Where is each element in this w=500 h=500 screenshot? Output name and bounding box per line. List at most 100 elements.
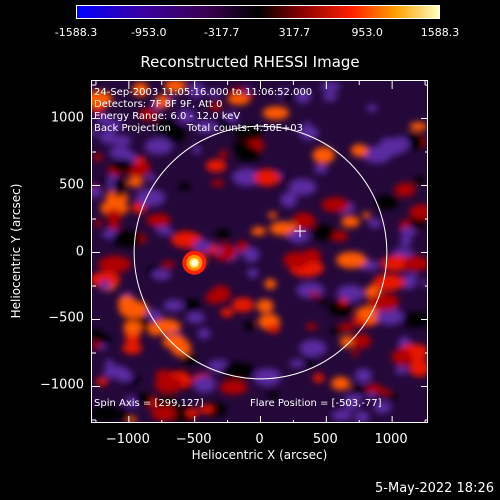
- heatmap-blob: [217, 118, 231, 130]
- heatmap-blob: [350, 385, 367, 397]
- x-tick-label: 500: [312, 432, 338, 447]
- heatmap-blob: [380, 255, 412, 272]
- heatmap-blob: [155, 369, 170, 381]
- heatmap-blob: [105, 209, 123, 221]
- heatmap-blob: [154, 120, 178, 137]
- heatmap-blob: [127, 176, 144, 188]
- heatmap-blob: [367, 392, 376, 400]
- bright-source-core: [191, 259, 198, 266]
- heatmap-blob: [267, 390, 279, 400]
- heatmap-blob: [298, 125, 319, 140]
- heatmap-blob: [110, 135, 132, 146]
- heatmap-blob: [266, 324, 280, 334]
- heatmap-blob: [193, 239, 212, 252]
- heatmap-blob: [155, 94, 170, 109]
- heatmap-blob: [198, 405, 214, 414]
- heatmap-blob: [379, 389, 391, 396]
- heatmap-blob: [351, 349, 359, 357]
- heatmap-blob: [362, 212, 371, 219]
- y-tick-label: 1000: [50, 110, 84, 126]
- heatmap-blob: [368, 218, 382, 229]
- heatmap-blob: [394, 366, 408, 375]
- heatmap-blob: [227, 94, 249, 106]
- heatmap-blob: [154, 395, 178, 409]
- heatmap-blob: [275, 106, 285, 116]
- heatmap-blob: [409, 122, 427, 131]
- heatmap-blob: [329, 327, 342, 334]
- heatmap-blob: [129, 328, 137, 335]
- colorbar-tick-label: 317.7: [278, 26, 311, 39]
- heatmap-blob: [289, 359, 305, 368]
- heatmap-blob: [322, 92, 338, 102]
- heatmap-blob: [164, 81, 184, 93]
- colorbar-tick-label: 1588.3: [420, 26, 460, 39]
- x-tick-label: 1000: [374, 432, 408, 447]
- heatmap-blob: [177, 109, 196, 124]
- axis-tick-marks: [92, 81, 427, 422]
- heatmap-blob: [135, 188, 166, 207]
- heatmap-blob: [311, 224, 335, 242]
- y-tick-label: −500: [48, 310, 84, 326]
- heatmap-blob: [354, 410, 370, 422]
- heatmap-blob: [262, 106, 290, 120]
- y-tick-label: 0: [75, 244, 84, 259]
- heatmap-blob: [154, 376, 184, 394]
- heatmap-blob: [112, 366, 129, 375]
- heatmap-blob: [104, 359, 114, 368]
- heatmap-blob: [365, 384, 383, 394]
- heatmap-blob: [93, 153, 103, 162]
- heatmap-blob: [146, 213, 171, 227]
- heatmap-blob: [218, 150, 228, 159]
- heatmap-blob: [318, 297, 329, 305]
- heatmap-blob: [376, 141, 405, 156]
- heatmap-blob: [391, 348, 412, 366]
- heatmap-blob: [151, 405, 176, 422]
- y-tick-label: 500: [59, 177, 84, 192]
- sun-center-marker: [293, 225, 306, 238]
- colorbar-tick-label: -953.0: [131, 26, 167, 39]
- heatmap-blob: [321, 197, 350, 213]
- heatmap-blob: [376, 307, 404, 325]
- colorbar-tick-label: -317.7: [203, 26, 240, 39]
- heatmap-blob: [312, 146, 335, 164]
- heatmap-blob: [186, 312, 206, 324]
- heatmap-blob: [156, 226, 173, 236]
- heatmap-blob: [341, 215, 360, 228]
- heatmap-blob: [253, 368, 282, 387]
- heatmap-blob: [413, 344, 427, 354]
- y-axis-label: Heliocentric Y (arcsec): [9, 183, 23, 319]
- footer-timestamp: 5-May-2022 18:26: [375, 481, 494, 496]
- heatmap-blob: [220, 307, 234, 318]
- heatmap-blob: [92, 405, 122, 422]
- heatmap-blob: [372, 273, 405, 291]
- heatmap-blob: [282, 89, 294, 101]
- heatmap-blob: [232, 168, 262, 187]
- heatmap-blob: [409, 204, 427, 220]
- heatmap-blob: [117, 295, 136, 311]
- heatmap-blob: [109, 146, 133, 159]
- heatmap-blob: [288, 178, 317, 196]
- heatmap-blob: [123, 320, 143, 336]
- heatmap-blob: [98, 255, 132, 273]
- heatmap-blob: [161, 261, 175, 269]
- heatmap-blob: [146, 143, 162, 154]
- x-tick-label: −500: [175, 432, 212, 447]
- heatmap-blob: [256, 299, 274, 313]
- heatmap-blob: [107, 219, 120, 231]
- heatmap-blob: [243, 321, 255, 331]
- info-line-detectors: Detectors: 7F 8F 9F, Att 0: [94, 99, 223, 110]
- heatmap-blob: [283, 251, 308, 269]
- colorbar-tick-label: -1588.3: [54, 26, 98, 39]
- heatmap-blob: [280, 192, 298, 208]
- heatmap-blob: [215, 228, 231, 240]
- heatmap-blob: [336, 284, 365, 303]
- info-line-energy: Energy Range: 6.0 - 12.0 keV: [94, 111, 241, 122]
- info-line-time: 24-Sep-2003 11:05:16.000 to 11:06:52.000: [94, 87, 313, 98]
- heatmap-blob: [305, 323, 317, 330]
- heatmap-blob: [295, 89, 311, 104]
- heatmap-blob: [420, 279, 427, 287]
- heatmap-blob: [177, 182, 191, 191]
- heatmap-blob: [99, 129, 116, 145]
- heatmap-blob: [189, 88, 199, 96]
- plot-area: [91, 80, 428, 423]
